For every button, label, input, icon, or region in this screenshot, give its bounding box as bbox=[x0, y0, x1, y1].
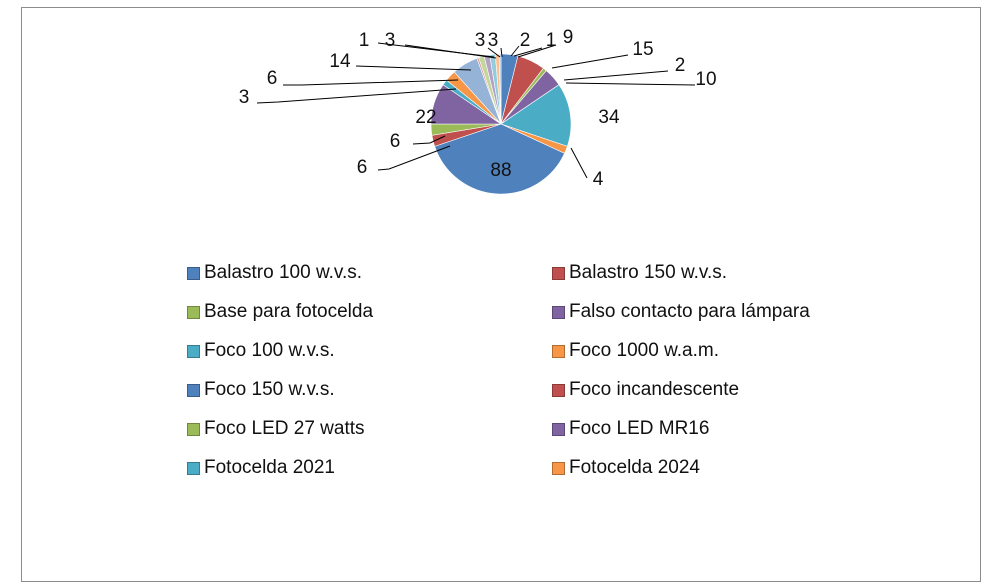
data-label: 6 bbox=[357, 157, 368, 178]
data-label: 34 bbox=[598, 107, 620, 128]
legend-swatch bbox=[187, 383, 200, 397]
leader-line bbox=[517, 44, 557, 58]
legend-item: Falso contacto para lámpara bbox=[552, 298, 867, 326]
leader-line bbox=[487, 47, 501, 58]
data-label: 1 bbox=[359, 30, 370, 51]
data-label: 9 bbox=[563, 27, 574, 48]
legend-label: Balastro 150 w.v.s. bbox=[569, 262, 728, 283]
leader-line bbox=[513, 47, 543, 57]
legend-label: Foco 150 w.v.s. bbox=[204, 379, 335, 400]
data-label: 3 bbox=[385, 30, 396, 51]
legend-item: Foco 100 w.v.s. bbox=[187, 337, 552, 365]
data-label: 15 bbox=[632, 39, 653, 60]
leader-line bbox=[412, 135, 446, 145]
leader-line bbox=[404, 44, 497, 59]
data-label: 1 bbox=[546, 30, 557, 51]
leader-line bbox=[570, 147, 588, 179]
data-label: 10 bbox=[695, 69, 716, 90]
legend-label: Base para fotocelda bbox=[204, 301, 374, 322]
legend-label: Foco incandescente bbox=[569, 379, 740, 400]
data-label: 4 bbox=[593, 169, 604, 190]
leader-line bbox=[563, 70, 669, 81]
legend-label: Foco LED MR16 bbox=[569, 418, 710, 439]
legend-swatch bbox=[187, 266, 200, 280]
legend-swatch bbox=[552, 305, 565, 319]
leader-line bbox=[551, 54, 629, 69]
data-label: 88 bbox=[490, 160, 511, 181]
legend-swatch bbox=[187, 344, 200, 358]
leader-line bbox=[510, 45, 520, 57]
leader-line bbox=[256, 88, 457, 104]
chart-area: 9 15 2 10 34 4 88 6 6 22 3 6 14 1 3 3 3 2 1 Balastro 100 w… bbox=[21, 7, 981, 582]
leader-line bbox=[355, 65, 472, 71]
pie-slice bbox=[434, 123, 565, 195]
legend-swatch bbox=[187, 305, 200, 319]
legend-swatch bbox=[552, 461, 565, 475]
legend-swatch bbox=[552, 344, 565, 358]
legend-item: Balastro 100 w.v.s. bbox=[187, 259, 552, 287]
legend-label: Fotocelda 2024 bbox=[569, 457, 700, 478]
legend-item: Foco LED MR16 bbox=[552, 415, 867, 443]
legend-item: Foco incandescente bbox=[552, 376, 867, 404]
legend-label: Fotocelda 2021 bbox=[204, 457, 335, 478]
pie-slices bbox=[430, 53, 572, 195]
legend-item: Balastro 150 w.v.s. bbox=[552, 259, 867, 287]
legend-label: Foco 100 w.v.s. bbox=[204, 340, 335, 361]
data-label: 3 bbox=[239, 87, 250, 108]
legend-item: Fotocelda 2021 bbox=[187, 454, 552, 482]
legend-swatch bbox=[187, 461, 200, 475]
legend-label: Falso contacto para lámpara bbox=[569, 301, 810, 322]
data-label: 2 bbox=[520, 30, 531, 51]
legend-item: Fotocelda 2024 bbox=[552, 454, 867, 482]
legend: Balastro 100 w.v.s. Balastro 150 w.v.s. Ba… bbox=[187, 259, 867, 482]
leader-line bbox=[565, 82, 696, 86]
leader-line bbox=[377, 145, 451, 171]
leader-line bbox=[283, 79, 459, 86]
legend-swatch bbox=[552, 422, 565, 436]
pie-slice bbox=[500, 84, 572, 147]
legend-label: Foco LED 27 watts bbox=[204, 418, 365, 439]
legend-item: Foco LED 27 watts bbox=[187, 415, 552, 443]
pie-slice bbox=[498, 53, 502, 125]
legend-item: Base para fotocelda bbox=[187, 298, 552, 326]
legend-swatch bbox=[552, 266, 565, 280]
data-label: 3 bbox=[475, 30, 486, 51]
legend-label: Foco 1000 w.a.m. bbox=[569, 340, 719, 361]
data-label: 22 bbox=[415, 107, 436, 128]
data-label: 3 bbox=[488, 30, 499, 51]
legend-swatch bbox=[187, 422, 200, 436]
legend-label: Balastro 100 w.v.s. bbox=[204, 262, 363, 283]
legend-item: Foco 150 w.v.s. bbox=[187, 376, 552, 404]
data-label: 14 bbox=[329, 51, 351, 72]
data-label: 2 bbox=[675, 55, 686, 76]
data-label: 6 bbox=[390, 131, 401, 152]
leader-line bbox=[500, 47, 503, 58]
data-label: 6 bbox=[267, 68, 278, 89]
legend-swatch bbox=[552, 383, 565, 397]
legend-item: Foco 1000 w.a.m. bbox=[552, 337, 867, 365]
